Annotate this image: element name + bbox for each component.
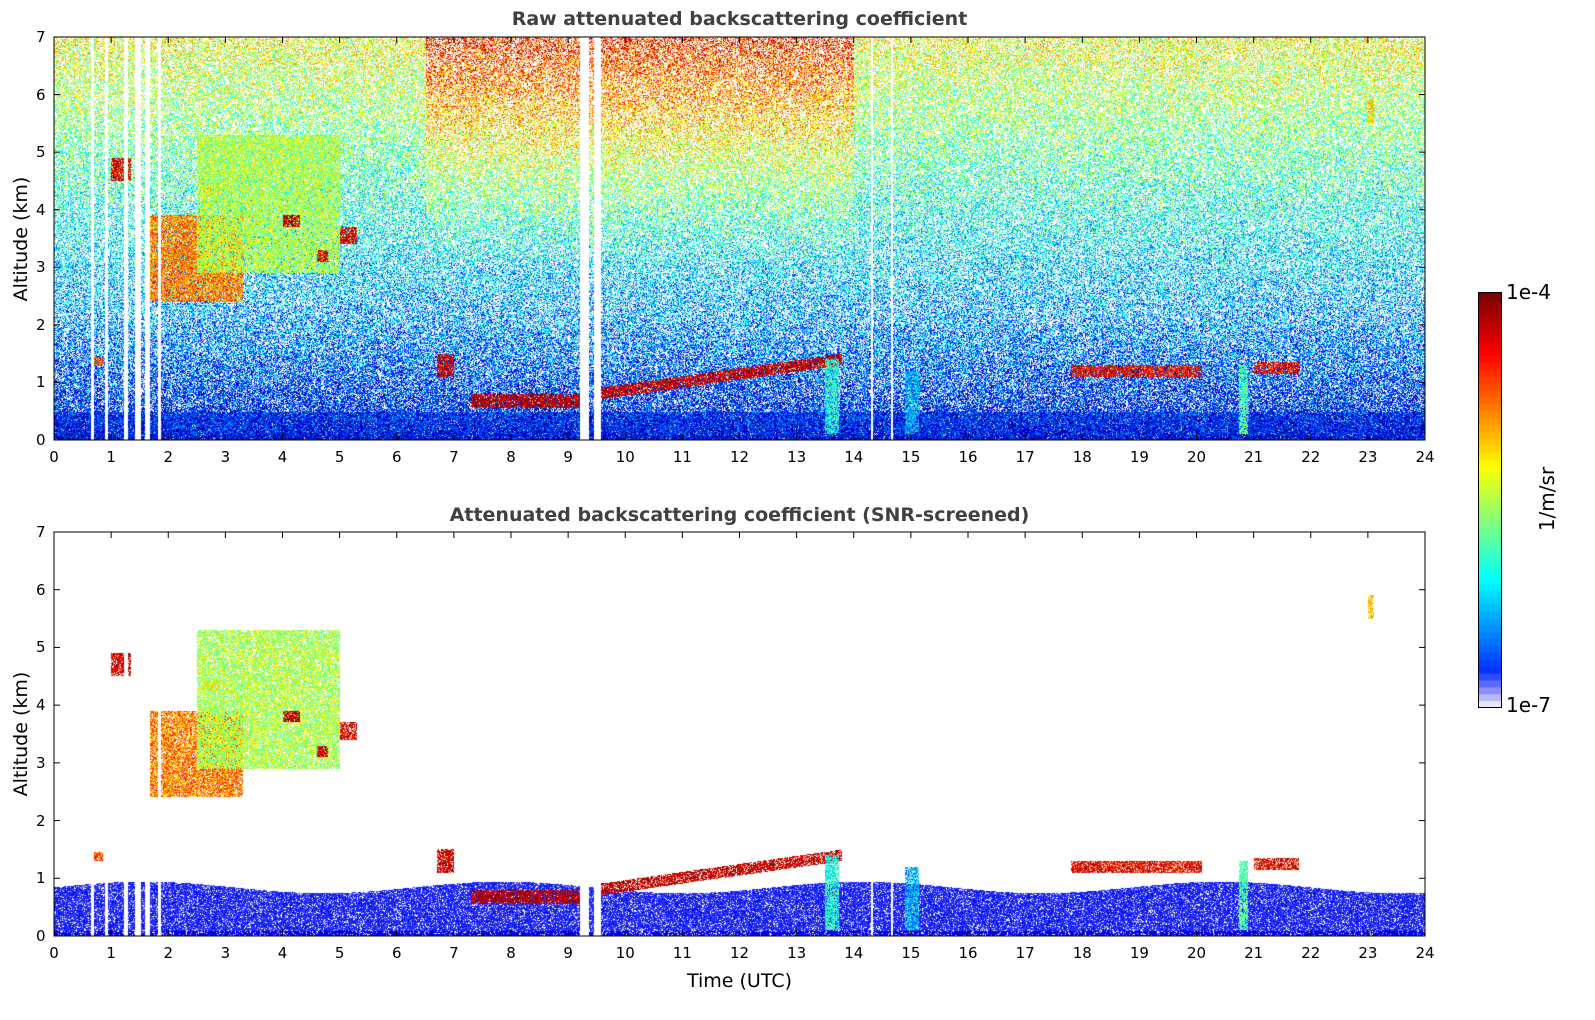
y-tick-label: 3	[36, 258, 46, 277]
x-tick-label: 22	[1301, 944, 1321, 962]
x-tick-label: 1	[106, 944, 116, 962]
x-tick-label: 13	[787, 448, 807, 466]
x-tick-label: 8	[506, 944, 516, 962]
top-panel-title: Raw attenuated backscattering coefficien…	[511, 8, 968, 30]
bottom-panel-heatmap	[54, 532, 1425, 936]
y-tick-label: 6	[36, 85, 46, 104]
x-tick-label: 18	[1072, 448, 1092, 466]
x-tick-label: 2	[163, 944, 174, 962]
y-tick-label: 2	[36, 315, 46, 334]
x-tick-label: 22	[1301, 448, 1321, 466]
bottom-panel-title: Attenuated backscattering coefficient (S…	[449, 504, 1030, 526]
x-tick-label: 20	[1186, 448, 1207, 466]
x-tick-label: 7	[449, 448, 459, 466]
x-tick-label: 13	[787, 944, 807, 962]
x-tick-label: 23	[1358, 944, 1378, 962]
x-tick-label: 18	[1072, 944, 1092, 962]
x-tick-label: 6	[391, 944, 402, 962]
x-tick-label: 12	[729, 944, 750, 962]
x-tick-label: 6	[391, 448, 402, 466]
x-tick-label: 14	[844, 448, 864, 466]
bottom-panel-xlabel: Time (UTC)	[686, 970, 793, 992]
axes-frame	[53, 36, 1426, 441]
colorbar-min-label: 1e-7	[1506, 693, 1551, 717]
x-tick-label: 9	[563, 944, 573, 962]
x-tick-label: 10	[615, 944, 635, 962]
y-tick-label: 1	[36, 373, 46, 392]
x-tick-label: 7	[449, 944, 459, 962]
y-tick-label: 4	[36, 696, 46, 715]
x-tick-label: 3	[220, 448, 231, 466]
x-tick-label: 14	[844, 944, 864, 962]
x-tick-label: 3	[220, 944, 231, 962]
y-tick-label: 2	[36, 811, 46, 830]
x-tick-label: 21	[1244, 944, 1264, 962]
y-tick-label: 6	[36, 580, 46, 599]
x-tick-label: 8	[506, 448, 516, 466]
x-tick-label: 4	[277, 944, 288, 962]
y-tick-label: 3	[36, 753, 46, 772]
x-tick-label: 19	[1129, 448, 1149, 466]
x-tick-label: 4	[277, 448, 288, 466]
x-tick-label: 15	[901, 448, 921, 466]
y-tick-label: 7	[36, 523, 46, 541]
axes-frame	[53, 531, 1426, 937]
x-tick-label: 9	[563, 448, 573, 466]
top-panel-heatmap	[54, 37, 1425, 440]
y-tick-label: 0	[36, 927, 46, 945]
x-tick-label: 17	[1015, 944, 1035, 962]
x-tick-label: 24	[1415, 448, 1435, 466]
x-tick-label: 24	[1415, 944, 1435, 962]
x-tick-label: 19	[1129, 944, 1149, 962]
colorbar	[1478, 292, 1502, 708]
x-tick-label: 16	[958, 944, 978, 962]
x-tick-label: 15	[901, 944, 921, 962]
x-tick-label: 0	[49, 944, 59, 962]
y-tick-label: 5	[36, 638, 46, 657]
x-tick-label: 5	[334, 944, 345, 962]
x-tick-label: 16	[958, 448, 978, 466]
x-tick-label: 12	[729, 448, 750, 466]
x-tick-label: 17	[1015, 448, 1035, 466]
colorbar-max-label: 1e-4	[1506, 280, 1551, 304]
x-tick-label: 2	[163, 448, 174, 466]
x-tick-label: 20	[1186, 944, 1207, 962]
x-tick-label: 21	[1244, 448, 1264, 466]
x-tick-label: 11	[672, 944, 692, 962]
y-tick-label: 4	[36, 200, 46, 219]
y-tick-label: 5	[36, 143, 46, 162]
x-tick-label: 11	[672, 448, 692, 466]
x-tick-label: 23	[1358, 448, 1378, 466]
x-tick-label: 1	[106, 448, 116, 466]
x-tick-label: 10	[615, 448, 635, 466]
y-tick-label: 1	[36, 869, 46, 888]
y-tick-label: 0	[36, 431, 46, 449]
x-tick-label: 5	[334, 448, 345, 466]
x-tick-label: 0	[49, 448, 59, 466]
y-tick-label: 7	[36, 28, 46, 46]
